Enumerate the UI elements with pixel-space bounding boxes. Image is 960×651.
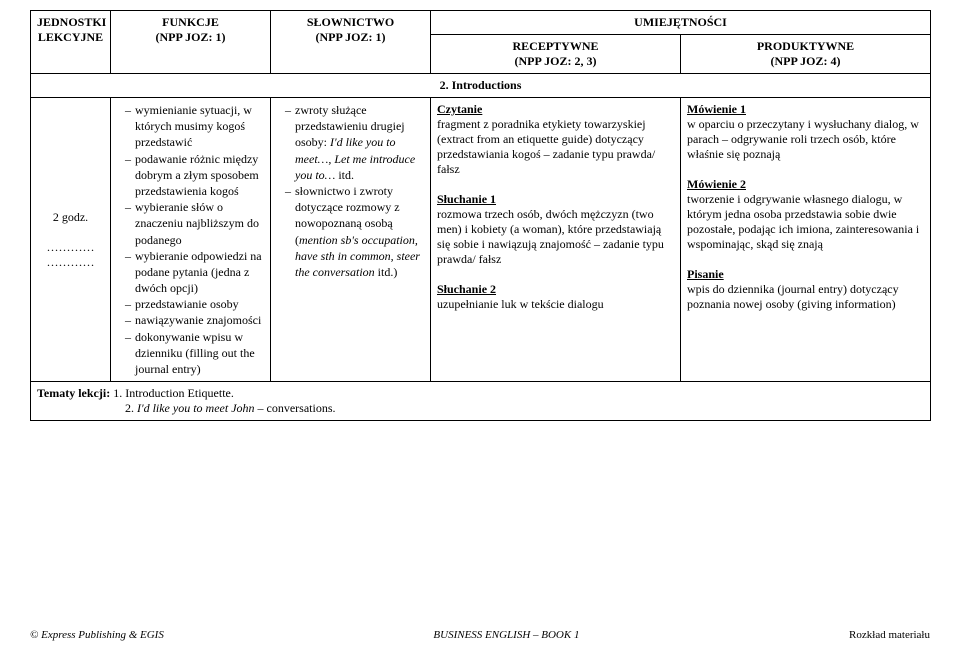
topic-2-suffix: – conversations. (255, 401, 336, 415)
footer-middle: BUSINESS ENGLISH – BOOK 1 (433, 629, 579, 641)
footer-left: © Express Publishing & EGIS (30, 629, 164, 641)
page-footer: © Express Publishing & EGIS BUSINESS ENG… (30, 629, 930, 641)
section-title: 2. Introductions (31, 74, 931, 98)
func-item: wymienianie sytuacji, w których musimy k… (125, 102, 264, 151)
receptive-heading: Słuchanie 2 (437, 282, 674, 297)
vocab-text: itd. (335, 168, 354, 182)
header-vocab: SŁOWNICTWO (NPP JOZ: 1) (271, 11, 431, 74)
vocab-item: zwroty służące przedstawieniu drugiej os… (285, 102, 424, 183)
cell-receptive: Czytanie fragment z poradnika etykiety t… (431, 98, 681, 382)
receptive-text: fragment z poradnika etykiety towarzyski… (437, 117, 674, 177)
func-item: nawiązywanie znajomości (125, 312, 264, 328)
units-dots: ………… ………… (47, 240, 95, 269)
receptive-text: rozmowa trzech osób, dwóch mężczyzn (two… (437, 207, 674, 267)
header-receptive: RECEPTYWNE (NPP JOZ: 2, 3) (431, 35, 681, 74)
hdr-units-2: LEKCYJNE (38, 30, 103, 44)
content-row: 2 godz. ………… ………… wymienianie sytuacji, … (31, 98, 931, 382)
hdr-prod-2: (NPP JOZ: 4) (771, 54, 841, 68)
productive-text: w oparciu o przeczytany i wysłuchany dia… (687, 117, 924, 162)
vocab-italic: mention sb's occupation, have sth in com… (295, 233, 420, 279)
func-item: wybieranie odpowiedzi na podane pytania … (125, 248, 264, 297)
functions-list: wymienianie sytuacji, w których musimy k… (117, 102, 264, 377)
footer-right: Rozkład materiału (849, 629, 930, 641)
productive-heading: Mówienie 1 (687, 102, 924, 117)
productive-heading: Mówienie 2 (687, 177, 924, 192)
cell-vocab: zwroty służące przedstawieniu drugiej os… (271, 98, 431, 382)
productive-text: tworzenie i odgrywanie własnego dialogu,… (687, 192, 924, 252)
hdr-rec-1: RECEPTYWNE (512, 39, 598, 53)
header-units: JEDNOSTKI LEKCYJNE (31, 11, 111, 74)
hdr-rec-2: (NPP JOZ: 2, 3) (515, 54, 597, 68)
header-productive: PRODUKTYWNE (NPP JOZ: 4) (681, 35, 931, 74)
topics-label: Tematy lekcji: (37, 386, 110, 400)
hdr-vocab-2: (NPP JOZ: 1) (316, 30, 386, 44)
lesson-table: JEDNOSTKI LEKCYJNE FUNKCJE (NPP JOZ: 1) … (30, 10, 931, 421)
hdr-func-1: FUNKCJE (162, 15, 219, 29)
vocab-list: zwroty służące przedstawieniu drugiej os… (277, 102, 424, 280)
func-item: wybieranie słów o znaczeniu najbliższym … (125, 199, 264, 248)
cell-units: 2 godz. ………… ………… (31, 98, 111, 382)
topic-2-italic: I'd like you to meet John (137, 401, 255, 415)
func-item: podawanie różnic między dobrym a złym sp… (125, 151, 264, 200)
topic-line-1: 1. Introduction Etiquette. (110, 386, 234, 400)
func-item: przedstawianie osoby (125, 296, 264, 312)
hdr-prod-1: PRODUKTYWNE (757, 39, 854, 53)
cell-productive: Mówienie 1 w oparciu o przeczytany i wys… (681, 98, 931, 382)
hdr-vocab-1: SŁOWNICTWO (307, 15, 394, 29)
productive-heading: Pisanie (687, 267, 924, 282)
vocab-text: itd.) (375, 265, 398, 279)
topics-cell: Tematy lekcji: 1. Introduction Etiquette… (31, 382, 931, 421)
hdr-units-1: JEDNOSTKI (37, 15, 106, 29)
header-functions: FUNKCJE (NPP JOZ: 1) (111, 11, 271, 74)
topic-2-prefix: 2. (125, 401, 137, 415)
receptive-heading: Czytanie (437, 102, 674, 117)
func-item: dokonywanie wpisu w dzienniku (filling o… (125, 329, 264, 378)
header-skills: UMIEJĘTNOŚCI (431, 11, 931, 35)
cell-functions: wymienianie sytuacji, w których musimy k… (111, 98, 271, 382)
hdr-func-2: (NPP JOZ: 1) (156, 30, 226, 44)
productive-text: wpis do dziennika (journal entry) dotycz… (687, 282, 924, 312)
units-hours: 2 godz. (53, 210, 88, 224)
receptive-text: uzupełnianie luk w tekście dialogu (437, 297, 674, 312)
vocab-item: słownictwo i zwroty dotyczące rozmowy z … (285, 183, 424, 280)
receptive-heading: Słuchanie 1 (437, 192, 674, 207)
